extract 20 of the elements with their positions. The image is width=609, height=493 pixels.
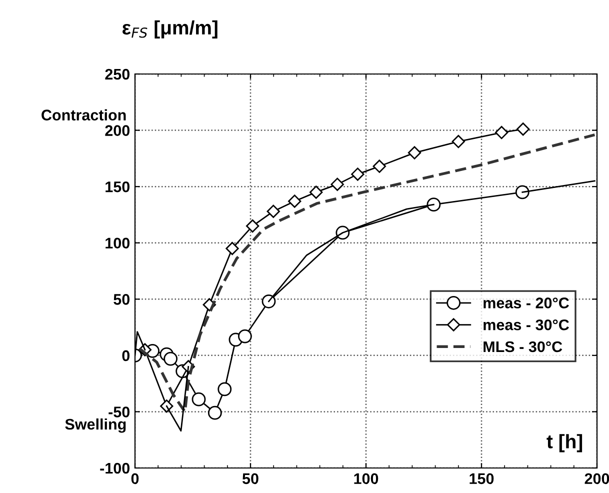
legend-label: meas - 30°C bbox=[484, 319, 569, 330]
x-tick-label: 150 bbox=[470, 473, 494, 484]
y-tick-label: -50 bbox=[108, 406, 130, 418]
y-tick-label: 50 bbox=[114, 294, 130, 305]
x-tick-label: 50 bbox=[242, 473, 258, 484]
y-tick-label: 150 bbox=[106, 181, 130, 192]
y-tick-label: 250 bbox=[105, 68, 130, 80]
y-tick-label: 200 bbox=[105, 125, 130, 136]
x-tick-label: 100 bbox=[354, 473, 378, 484]
x-axis-title: t [h] bbox=[546, 434, 582, 452]
text: Swelling bbox=[65, 418, 126, 433]
x-tick-label: 0 bbox=[131, 473, 139, 484]
y-tick-label: 0 bbox=[122, 350, 130, 362]
x-tick-label: 200 bbox=[584, 473, 609, 484]
y-tick-label: -100 bbox=[100, 462, 130, 474]
y-tick-label: 100 bbox=[106, 238, 130, 249]
legend-label: MLS - 30°C bbox=[484, 341, 562, 352]
y-axis-title: ε$_{FS}$ [μm/m] bbox=[122, 20, 218, 38]
text: Contraction bbox=[42, 109, 126, 120]
legend-label: meas - 20°C bbox=[484, 298, 569, 308]
